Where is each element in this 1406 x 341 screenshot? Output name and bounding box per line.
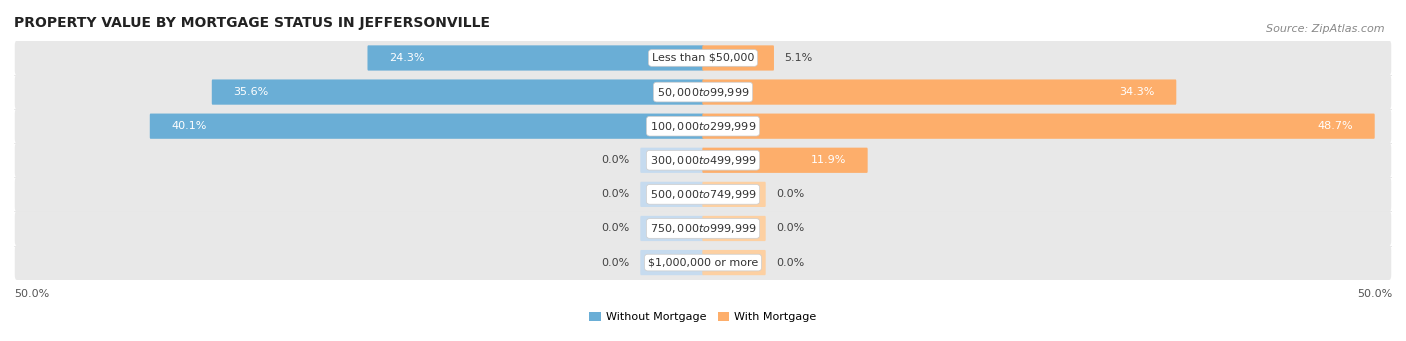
Text: 50.0%: 50.0% bbox=[1357, 289, 1392, 299]
FancyBboxPatch shape bbox=[14, 177, 1392, 212]
FancyBboxPatch shape bbox=[640, 250, 703, 275]
Text: 0.0%: 0.0% bbox=[602, 223, 630, 234]
FancyBboxPatch shape bbox=[703, 182, 766, 207]
Text: $500,000 to $749,999: $500,000 to $749,999 bbox=[650, 188, 756, 201]
Text: $300,000 to $499,999: $300,000 to $499,999 bbox=[650, 154, 756, 167]
Text: 5.1%: 5.1% bbox=[785, 53, 813, 63]
FancyBboxPatch shape bbox=[703, 250, 766, 275]
Text: PROPERTY VALUE BY MORTGAGE STATUS IN JEFFERSONVILLE: PROPERTY VALUE BY MORTGAGE STATUS IN JEF… bbox=[14, 16, 491, 30]
Text: 0.0%: 0.0% bbox=[602, 257, 630, 268]
Text: Less than $50,000: Less than $50,000 bbox=[652, 53, 754, 63]
FancyBboxPatch shape bbox=[212, 79, 703, 105]
FancyBboxPatch shape bbox=[150, 114, 703, 139]
Legend: Without Mortgage, With Mortgage: Without Mortgage, With Mortgage bbox=[585, 307, 821, 327]
FancyBboxPatch shape bbox=[703, 148, 868, 173]
FancyBboxPatch shape bbox=[14, 211, 1392, 246]
FancyBboxPatch shape bbox=[640, 148, 703, 173]
Text: 48.7%: 48.7% bbox=[1317, 121, 1354, 131]
Text: 0.0%: 0.0% bbox=[602, 189, 630, 199]
FancyBboxPatch shape bbox=[14, 41, 1392, 75]
Text: 11.9%: 11.9% bbox=[811, 155, 846, 165]
FancyBboxPatch shape bbox=[640, 182, 703, 207]
FancyBboxPatch shape bbox=[640, 216, 703, 241]
FancyBboxPatch shape bbox=[14, 75, 1392, 109]
Text: 40.1%: 40.1% bbox=[172, 121, 207, 131]
Text: 35.6%: 35.6% bbox=[233, 87, 269, 97]
FancyBboxPatch shape bbox=[703, 216, 766, 241]
Text: 50.0%: 50.0% bbox=[14, 289, 49, 299]
Text: $50,000 to $99,999: $50,000 to $99,999 bbox=[657, 86, 749, 99]
FancyBboxPatch shape bbox=[367, 45, 703, 71]
FancyBboxPatch shape bbox=[703, 114, 1375, 139]
Text: $100,000 to $299,999: $100,000 to $299,999 bbox=[650, 120, 756, 133]
FancyBboxPatch shape bbox=[14, 245, 1392, 280]
Text: 24.3%: 24.3% bbox=[389, 53, 425, 63]
Text: $1,000,000 or more: $1,000,000 or more bbox=[648, 257, 758, 268]
Text: 0.0%: 0.0% bbox=[776, 223, 804, 234]
FancyBboxPatch shape bbox=[14, 109, 1392, 144]
Text: $750,000 to $999,999: $750,000 to $999,999 bbox=[650, 222, 756, 235]
FancyBboxPatch shape bbox=[703, 79, 1177, 105]
Text: Source: ZipAtlas.com: Source: ZipAtlas.com bbox=[1267, 24, 1385, 34]
Text: 0.0%: 0.0% bbox=[776, 257, 804, 268]
FancyBboxPatch shape bbox=[703, 45, 773, 71]
Text: 0.0%: 0.0% bbox=[602, 155, 630, 165]
Text: 0.0%: 0.0% bbox=[776, 189, 804, 199]
FancyBboxPatch shape bbox=[14, 143, 1392, 178]
Text: 34.3%: 34.3% bbox=[1119, 87, 1154, 97]
